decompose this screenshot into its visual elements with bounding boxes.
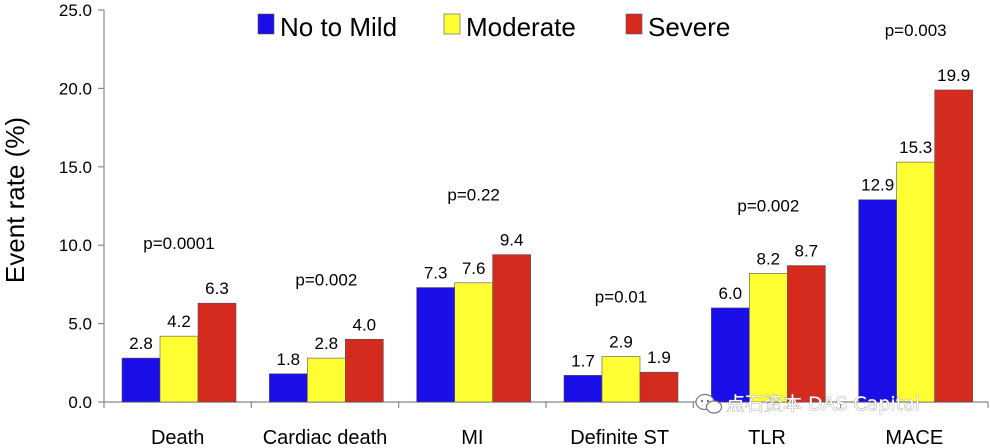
bar-value-label: 8.7 (795, 242, 819, 261)
y-tick-label: 5.0 (68, 315, 92, 334)
bar-value-label: 2.8 (315, 334, 339, 353)
bar (934, 89, 973, 403)
legend-label: No to Mild (280, 12, 397, 42)
y-tick-label: 15.0 (59, 158, 92, 177)
y-tick-label: 0.0 (68, 393, 92, 412)
category-label: MI (461, 427, 483, 448)
bar (563, 375, 603, 403)
bar-value-label: 19.9 (937, 66, 970, 85)
bar (601, 356, 641, 403)
legend-label: Severe (648, 12, 730, 42)
bar (711, 307, 750, 403)
bar (416, 287, 455, 403)
y-tick-labels: 0.0 5.0 10.0 15.0 20.0 25.0 (59, 1, 92, 412)
bar-value-label: 8.2 (757, 249, 781, 268)
legend-swatch (257, 13, 275, 35)
bar (749, 273, 788, 403)
bar (159, 335, 199, 403)
category-label: Cardiac death (263, 427, 388, 448)
y-tick-label: 25.0 (59, 1, 92, 20)
bar-value-label: 2.8 (129, 334, 153, 353)
bar (345, 338, 384, 403)
bar (858, 199, 897, 403)
y-tick-label: 20.0 (59, 79, 92, 98)
p-value-label: p=0.01 (595, 288, 647, 307)
bar (454, 282, 493, 403)
category-label: TLR (748, 427, 786, 448)
category-labels: Death Cardiac death MI Definite ST TLR MACE (151, 427, 943, 448)
bar (639, 371, 679, 403)
category-label: Death (151, 427, 204, 448)
bar (269, 373, 308, 403)
legend-swatch (625, 13, 643, 35)
bar-value-label: 12.9 (861, 176, 894, 195)
bar-value-label: 15.3 (899, 138, 932, 157)
bar-value-label: 1.9 (647, 348, 671, 367)
bar-value-label: 6.3 (205, 279, 229, 298)
bar-value-label: 7.6 (462, 259, 486, 278)
legend-label: Moderate (466, 12, 576, 42)
y-axis-title-group: Event rate (%) (0, 117, 30, 283)
p-value-label: p=0.0001 (143, 234, 214, 253)
y-axis-title: Event rate (%) (0, 117, 30, 283)
legend: No to Mild Moderate Severe (257, 12, 730, 42)
bar-value-label: 9.4 (500, 231, 524, 250)
axes (98, 9, 989, 408)
bar (896, 161, 935, 403)
bars (121, 89, 973, 403)
p-value-label: p=0.002 (737, 197, 799, 216)
bar (197, 302, 237, 403)
watermark: 点石资本 DAS Capital (695, 393, 920, 415)
p-value-labels: p=0.0001 p=0.002 p=0.22 p=0.01 p=0.002 p=0.00… (143, 21, 946, 307)
bar (307, 357, 346, 403)
wechat-icon (695, 393, 723, 414)
bar (121, 357, 161, 403)
category-label: Definite ST (570, 427, 669, 448)
bar-value-label: 4.0 (353, 315, 377, 334)
legend-swatch (443, 13, 461, 35)
category-label: MACE (885, 427, 943, 448)
p-value-label: p=0.003 (885, 21, 947, 40)
p-value-label: p=0.002 (295, 270, 357, 289)
bar-value-label: 6.0 (719, 284, 743, 303)
bar (787, 265, 826, 403)
bar-value-label: 7.3 (424, 264, 448, 283)
y-tick-label: 10.0 (59, 236, 92, 255)
bar-value-labels: 2.8 4.2 6.3 1.8 2.8 4.0 7.3 7.6 9.4 1.7 2.9 1.9 6.0 8… (129, 66, 970, 370)
bar-value-label: 4.2 (167, 312, 191, 331)
watermark-text: 点石资本 DAS Capital (726, 393, 920, 415)
bar-value-label: 1.8 (277, 350, 301, 369)
bar (492, 254, 531, 403)
bar-value-label: 2.9 (609, 333, 633, 352)
p-value-label: p=0.22 (447, 186, 499, 205)
bar-value-label: 1.7 (571, 351, 595, 370)
